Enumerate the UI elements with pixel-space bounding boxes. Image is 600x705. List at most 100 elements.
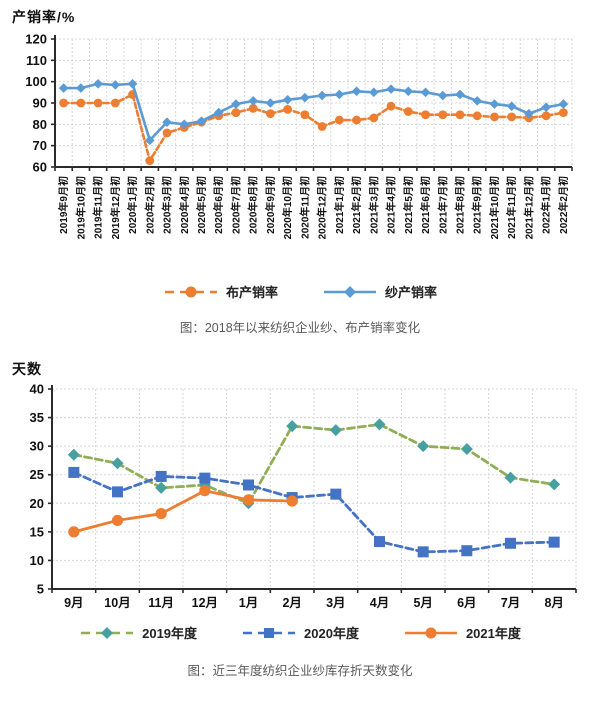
data-point (505, 537, 516, 549)
series-2020年度 (68, 466, 560, 558)
data-point (386, 101, 396, 111)
data-point (179, 119, 190, 130)
data-point (548, 536, 560, 548)
data-point (199, 485, 211, 497)
legend-item-2021年度: 2021年度 (403, 623, 521, 642)
x-tick-label: 2019年12月初 (109, 176, 122, 239)
x-tick-label: 4月 (370, 596, 389, 610)
x-tick-label: 2020年12月初 (316, 176, 329, 239)
data-point (213, 107, 224, 118)
data-point (438, 110, 448, 120)
x-tick-label: 2020年3月初 (161, 176, 174, 234)
x-tick-label: 2021年12月初 (522, 176, 535, 239)
data-point (524, 108, 534, 119)
y-tick-label: 25 (30, 467, 44, 482)
data-point (541, 111, 551, 121)
x-tick-label: 2021年1月初 (333, 176, 346, 234)
y-tick-label: 70 (33, 138, 47, 153)
y-tick-label: 30 (30, 439, 44, 454)
chart1-plot: 60 70 80 90 100 110 120 2019年9月初 2019年10月初 2019年1… (25, 32, 573, 239)
chart2-plot: 5 10 15 20 25 30 35 40 9月 10月 11月 12月 1月 2月 3月 4月 5月 6月 7月… (30, 382, 577, 611)
data-point (374, 536, 385, 548)
x-tick-label: 2019年11月初 (92, 176, 105, 239)
data-point (386, 84, 396, 94)
x-tick-label: 9月 (64, 596, 83, 610)
data-point (265, 98, 276, 108)
chart2-block: 天数 5 10 15 20 25 30 35 40 9月 10月 11月 12月 1月 2月 3月 4月 5月 6… (0, 352, 600, 679)
x-tick-label: 2021年2月初 (350, 176, 363, 234)
data-point (351, 86, 362, 97)
y-tick-label: 15 (30, 524, 44, 539)
x-tick-label: 8月 (544, 596, 563, 610)
x-tick-label: 2021年9月初 (471, 176, 484, 234)
chart1-caption: 图：2018年以来纺织企业纱、布产销率变化 (179, 321, 421, 335)
data-point (506, 101, 517, 111)
series-纱产销率 (58, 79, 569, 146)
data-point (93, 79, 103, 89)
legend-label: 纱产销率 (385, 285, 438, 300)
data-point (155, 470, 167, 482)
x-tick-label: 2020年10月初 (281, 176, 294, 239)
data-point (59, 98, 69, 108)
x-tick-label: 2019年10月初 (74, 176, 87, 239)
axes (48, 385, 577, 593)
legend-marker (243, 627, 296, 638)
x-tick-label: 2021年5月初 (402, 176, 415, 234)
x-tick-label: 12月 (192, 596, 218, 610)
data-point (460, 443, 473, 455)
data-point (403, 86, 414, 97)
data-point (548, 478, 561, 491)
data-point (455, 110, 465, 120)
data-point (231, 99, 241, 109)
data-point (155, 507, 167, 520)
data-point (437, 90, 448, 101)
x-tick-label: 2021年8月初 (453, 176, 466, 234)
data-point (369, 113, 379, 123)
chart1-title: 产销率/% (12, 9, 76, 25)
x-tick-label: 2021年6月初 (419, 176, 432, 234)
data-point (472, 111, 482, 121)
data-point (330, 488, 342, 500)
data-point (317, 122, 327, 131)
data-point (58, 83, 69, 93)
data-point (266, 109, 275, 119)
data-point (231, 108, 241, 117)
data-point (461, 545, 473, 557)
legend-label: 2020年度 (304, 626, 359, 641)
data-point (145, 156, 155, 166)
data-point (93, 98, 103, 108)
x-tick-label: 2020年5月初 (195, 176, 208, 234)
data-point (242, 494, 255, 506)
data-point (196, 116, 207, 126)
x-tick-label: 2020年8月初 (247, 176, 260, 234)
x-tick-label: 2020年2月初 (143, 176, 156, 234)
data-point (417, 440, 430, 453)
x-tick-label: 2019年9月初 (57, 176, 70, 234)
data-point (111, 514, 124, 527)
x-tick-label: 10月 (104, 596, 130, 610)
data-point (455, 89, 465, 100)
data-point (369, 87, 379, 98)
data-point (248, 96, 258, 106)
data-point (67, 448, 80, 461)
x-tick-label: 2020年9月初 (264, 176, 277, 234)
x-tick-label: 6月 (457, 596, 476, 610)
data-point (68, 466, 80, 478)
series-2021年度 (68, 485, 298, 538)
data-point (112, 486, 123, 498)
x-tick-label: 2021年4月初 (385, 176, 398, 234)
data-point (490, 112, 499, 122)
chart1-block: 产销率/% 60 70 80 90 100 110 120 2019年9月初 2019年10月初… (0, 0, 600, 336)
data-point (248, 103, 258, 113)
data-point (334, 115, 344, 125)
data-point (417, 546, 429, 558)
x-tick-label: 2021年11月初 (505, 176, 518, 239)
data-point (472, 96, 483, 106)
y-tick-label: 80 (33, 117, 47, 132)
data-point (334, 89, 345, 100)
data-point (127, 79, 138, 89)
data-point (286, 495, 298, 507)
tick-labels: 5 10 15 20 25 30 35 40 9月 10月 11月 12月 1月 2月 3月 4月 5月 6月 7月… (30, 382, 564, 611)
data-point (558, 99, 569, 109)
legend-label: 2021年度 (465, 626, 521, 641)
